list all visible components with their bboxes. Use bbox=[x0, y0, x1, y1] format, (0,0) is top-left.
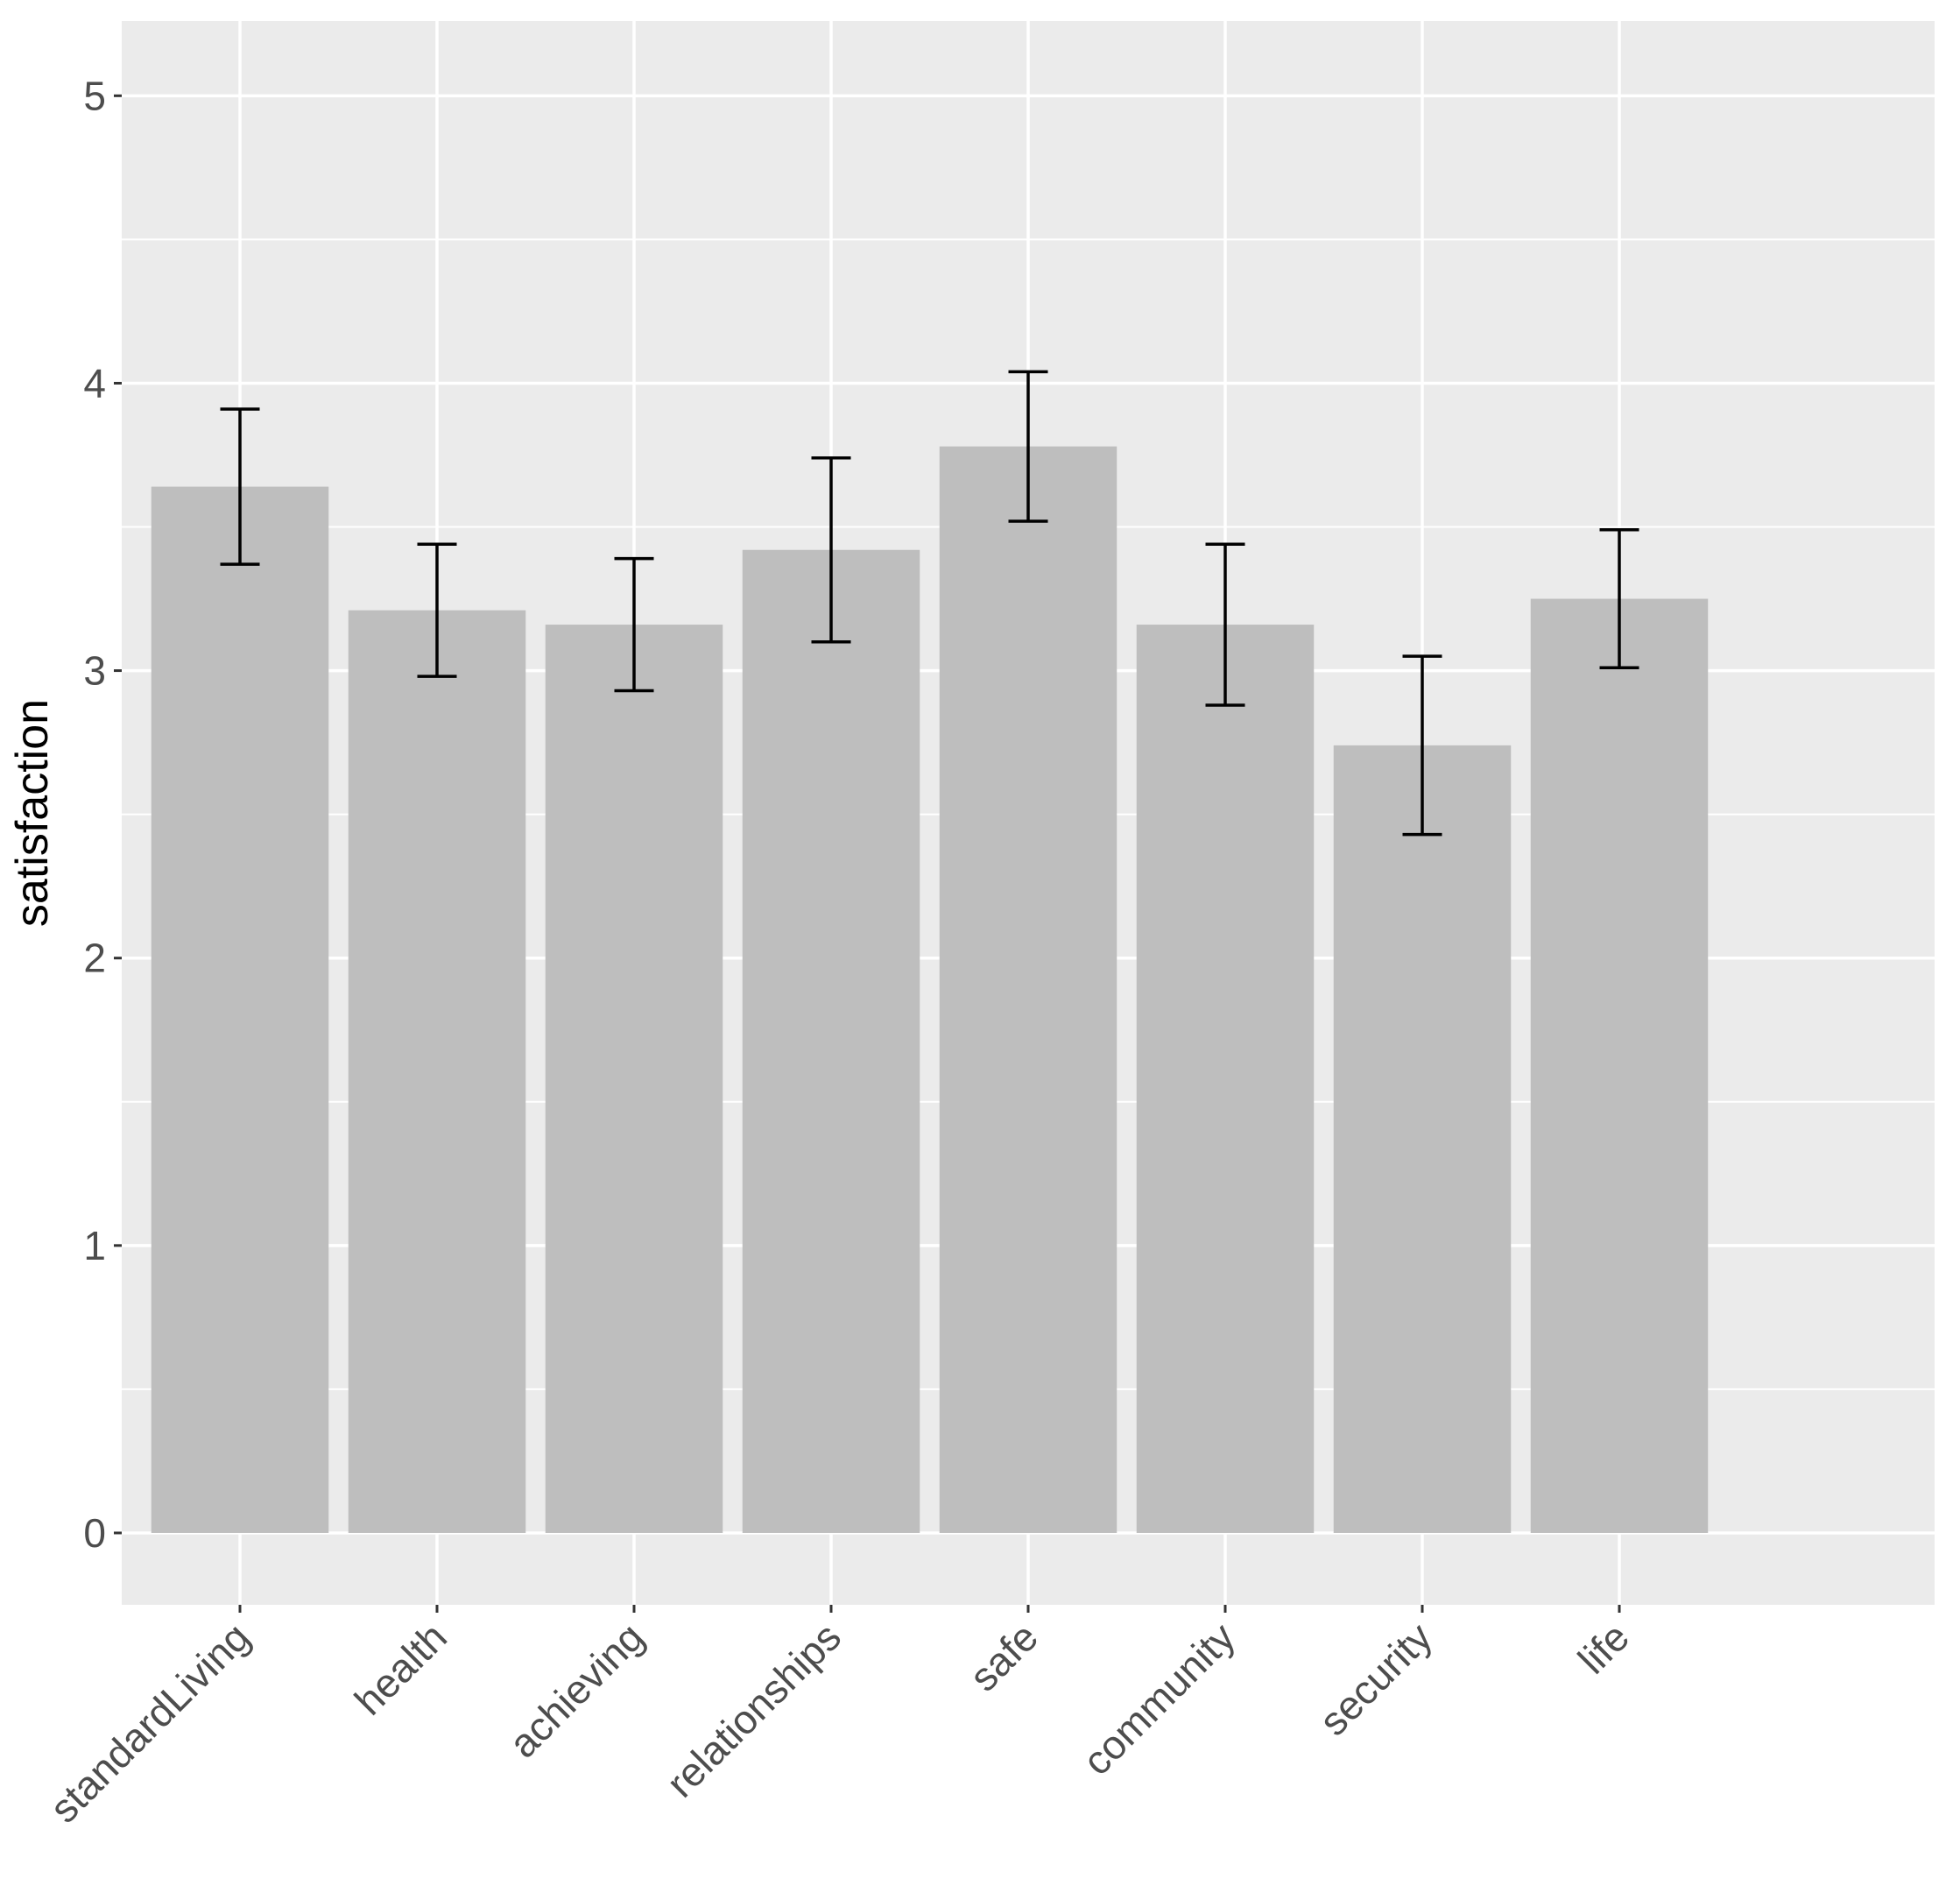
bar bbox=[1333, 745, 1512, 1533]
error-bar bbox=[417, 542, 457, 678]
error-bar bbox=[811, 456, 851, 644]
error-bar-line bbox=[220, 407, 260, 566]
error-bar-line bbox=[1008, 370, 1048, 523]
x-tick-label: standardLiving bbox=[41, 1614, 258, 1831]
x-tick-label: achieving bbox=[500, 1614, 652, 1766]
error-bar-line bbox=[811, 456, 851, 644]
x-tick-label: safe bbox=[961, 1614, 1047, 1699]
error-bar bbox=[1008, 370, 1048, 523]
bar bbox=[151, 486, 329, 1533]
y-axis-title: satisfaction bbox=[7, 699, 58, 927]
x-tick-label: security bbox=[1310, 1614, 1441, 1744]
bar bbox=[1136, 625, 1315, 1533]
error-bar-line bbox=[1599, 528, 1639, 670]
error-bar bbox=[1402, 654, 1442, 837]
y-tick-label: 0 bbox=[83, 1510, 106, 1556]
y-tick-label: 2 bbox=[83, 936, 106, 981]
error-bar bbox=[220, 407, 260, 566]
error-bar bbox=[1205, 542, 1245, 707]
error-bar bbox=[614, 556, 654, 693]
bar bbox=[742, 549, 920, 1533]
x-tick-label: community bbox=[1074, 1614, 1244, 1784]
error-bar-line bbox=[1402, 654, 1442, 837]
y-tick-label: 3 bbox=[83, 648, 106, 694]
error-bar-line bbox=[614, 556, 654, 693]
bar bbox=[545, 625, 723, 1533]
error-bar-line bbox=[1205, 542, 1245, 707]
y-tick-label: 4 bbox=[83, 360, 106, 406]
bar bbox=[348, 610, 526, 1533]
error-bar bbox=[1599, 528, 1639, 670]
error-bar-line bbox=[417, 542, 457, 678]
bar bbox=[1530, 598, 1709, 1533]
bar bbox=[939, 446, 1117, 1533]
y-tick-label: 1 bbox=[83, 1223, 106, 1268]
y-tick-label: 5 bbox=[83, 73, 106, 118]
x-tick-label: relationships bbox=[658, 1614, 850, 1805]
x-tick-label: life bbox=[1569, 1614, 1638, 1682]
x-tick-label: health bbox=[346, 1614, 455, 1723]
